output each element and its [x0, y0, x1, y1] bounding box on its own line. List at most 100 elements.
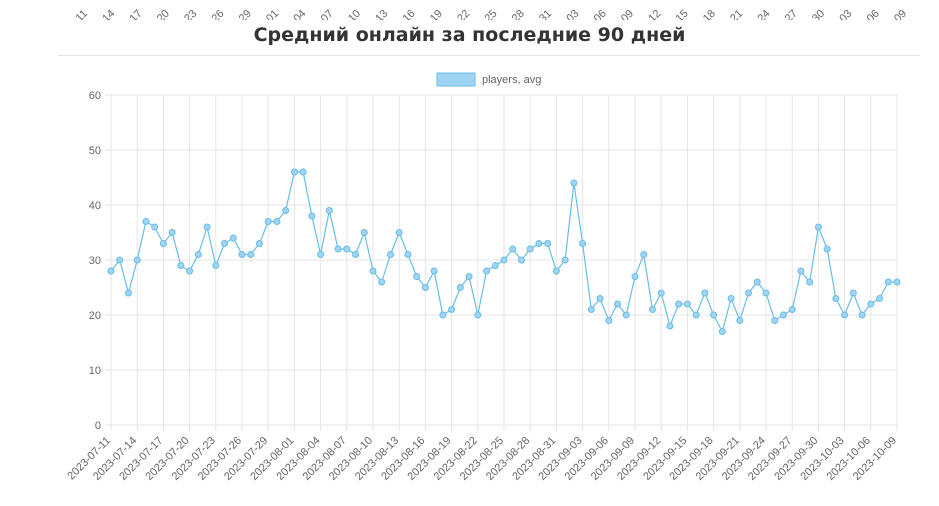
data-point[interactable] [413, 273, 421, 280]
data-point[interactable] [832, 295, 840, 302]
data-point[interactable] [544, 240, 552, 247]
data-point[interactable] [221, 240, 229, 247]
data-point[interactable] [491, 262, 499, 269]
data-point[interactable] [465, 273, 473, 280]
data-point[interactable] [771, 317, 779, 324]
data-point[interactable] [683, 300, 691, 308]
data-point[interactable] [203, 223, 211, 231]
data-point[interactable] [343, 245, 351, 253]
data-point[interactable] [552, 267, 560, 275]
data-point[interactable] [448, 306, 456, 313]
data-point[interactable] [640, 251, 648, 258]
previous-chart-tick-labels: 2023-07-112023-07-142023-07-172023-07-20… [42, 8, 909, 20]
data-point[interactable] [631, 273, 639, 280]
data-point[interactable] [116, 256, 124, 264]
data-point[interactable] [212, 262, 220, 269]
data-point[interactable] [753, 278, 761, 286]
data-point[interactable] [282, 207, 290, 214]
data-point[interactable] [378, 278, 386, 286]
data-point[interactable] [867, 300, 875, 308]
data-point[interactable] [710, 311, 718, 319]
data-point[interactable] [526, 245, 534, 253]
data-point[interactable] [596, 295, 604, 302]
data-point[interactable] [648, 306, 656, 313]
data-point[interactable] [884, 278, 892, 286]
data-point[interactable] [317, 251, 325, 258]
data-point[interactable] [421, 284, 429, 291]
data-point[interactable] [509, 245, 517, 253]
data-point[interactable] [352, 251, 360, 258]
data-point[interactable] [517, 256, 525, 264]
data-point[interactable] [483, 267, 491, 275]
data-point[interactable] [605, 317, 613, 324]
data-point[interactable] [736, 317, 744, 324]
data-point[interactable] [430, 267, 438, 275]
legend-label[interactable]: players, avg [482, 74, 541, 86]
data-point[interactable] [745, 289, 753, 297]
chart-title: Средний онлайн за последние 90 дней [253, 24, 686, 46]
data-point[interactable] [395, 229, 403, 236]
data-point[interactable] [194, 251, 202, 258]
data-point[interactable] [369, 267, 377, 275]
data-point[interactable] [142, 218, 150, 225]
data-point[interactable] [727, 295, 735, 302]
data-point[interactable] [500, 256, 508, 264]
grid-layer [105, 94, 898, 431]
data-point[interactable] [692, 311, 700, 319]
data-point[interactable] [456, 284, 464, 291]
data-point[interactable] [386, 251, 394, 258]
data-point[interactable] [177, 262, 185, 269]
y-tick-label: 0 [95, 420, 101, 432]
data-point[interactable] [841, 311, 849, 319]
data-point[interactable] [474, 311, 482, 319]
y-tick-label: 40 [89, 200, 101, 212]
data-point[interactable] [788, 306, 796, 313]
data-point[interactable] [264, 218, 272, 225]
data-point[interactable] [255, 240, 263, 247]
data-point[interactable] [823, 245, 831, 253]
data-point[interactable] [238, 251, 246, 258]
data-point[interactable] [439, 311, 447, 319]
data-point[interactable] [107, 267, 115, 275]
data-point[interactable] [535, 240, 543, 247]
data-point[interactable] [814, 223, 822, 231]
data-point[interactable] [360, 229, 368, 236]
data-point[interactable] [876, 295, 884, 302]
data-point[interactable] [858, 311, 866, 319]
data-point[interactable] [299, 168, 307, 176]
data-point[interactable] [290, 168, 298, 176]
data-point[interactable] [797, 267, 805, 275]
data-point[interactable] [622, 311, 630, 319]
data-point[interactable] [614, 300, 622, 308]
y-tick-label: 60 [89, 90, 101, 102]
data-point[interactable] [701, 289, 709, 297]
data-point[interactable] [168, 229, 176, 236]
data-point[interactable] [273, 218, 281, 225]
data-point[interactable] [718, 328, 726, 335]
data-point[interactable] [247, 251, 255, 258]
data-point[interactable] [806, 278, 814, 286]
data-point[interactable] [151, 223, 159, 231]
data-point[interactable] [675, 300, 683, 308]
data-point[interactable] [229, 234, 237, 242]
data-point[interactable] [779, 311, 787, 319]
data-point[interactable] [186, 267, 194, 275]
data-point[interactable] [133, 256, 141, 264]
legend-swatch[interactable] [436, 72, 476, 87]
data-point[interactable] [666, 322, 674, 330]
data-point[interactable] [325, 207, 333, 214]
data-point[interactable] [570, 179, 578, 187]
data-point[interactable] [159, 240, 167, 247]
data-point[interactable] [334, 245, 342, 253]
data-point[interactable] [308, 212, 316, 220]
data-point[interactable] [849, 289, 857, 297]
data-point[interactable] [893, 278, 901, 286]
data-point[interactable] [762, 289, 770, 297]
data-point[interactable] [124, 289, 132, 297]
data-point[interactable] [657, 289, 665, 297]
data-point[interactable] [587, 306, 595, 313]
data-point[interactable] [404, 251, 412, 258]
data-point[interactable] [561, 256, 569, 264]
data-point[interactable] [579, 240, 587, 247]
